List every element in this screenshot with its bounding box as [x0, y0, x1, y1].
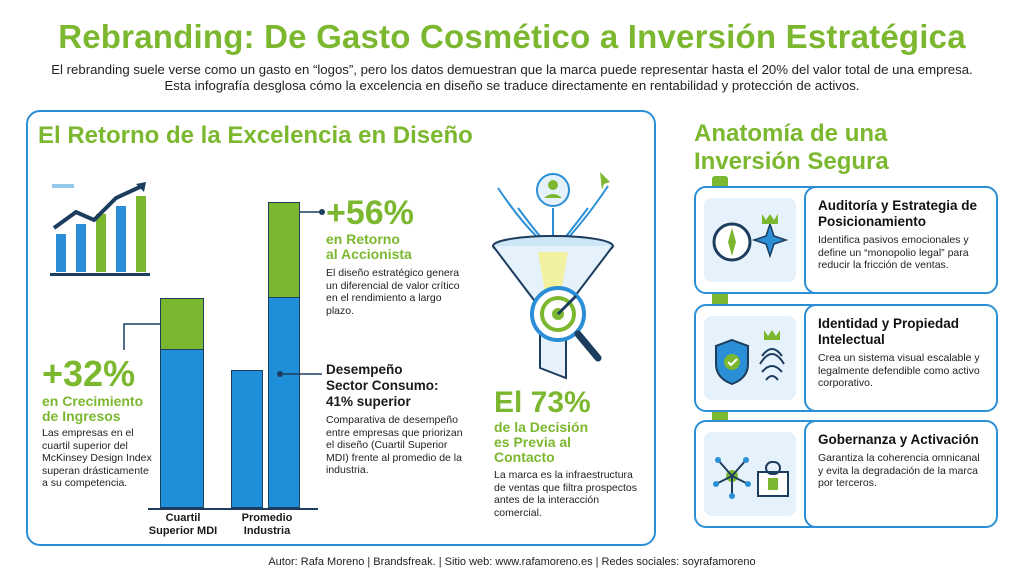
stat-consumer-desc: Comparativa de desempeño entre empresas …: [326, 414, 463, 476]
bar-label-industry-line1: Promedio: [241, 512, 293, 524]
card-identity-desc: Crea un sistema visual escalable y legal…: [818, 352, 980, 389]
bar-industry-blue: [231, 370, 263, 508]
stat-shareholder-return: +56% en Retorno al Accionista El diseño …: [326, 196, 464, 317]
shield-icon: [704, 316, 796, 400]
stat-revenue-growth: +32% en Crecimiento de Ingresos Las empr…: [42, 356, 154, 490]
bar-label-industry: Promedio Industria: [230, 512, 304, 538]
safe-investment-title-1: Anatomía de una: [694, 120, 888, 147]
safe-investment-title-2: Inversión Segura: [694, 148, 889, 175]
stat-decision-label-2: es Previa al: [494, 434, 572, 450]
bar-label-mdi-line1: Cuartil: [165, 512, 201, 524]
card-identity-content: Identidad y Propiedad Intelectual Crea u…: [804, 304, 998, 412]
stat-shareholder-label: en Retorno al Accionista: [326, 232, 464, 262]
stat-consumer-heading-2: Sector Consumo:: [326, 378, 439, 393]
subtitle-line-1: El rebranding suele verse como un gasto …: [51, 62, 973, 77]
chart-baseline: [148, 508, 318, 510]
stat-consumer-sector: Desempeño Sector Consumo: 41% superior C…: [326, 362, 466, 477]
network-lock-icon: [704, 432, 796, 516]
footer-credits: Autor: Rafa Moreno | Brandsfreak. | Siti…: [268, 556, 756, 568]
stat-decision-label-1: de la Decisión: [494, 419, 589, 435]
card-audit-strategy: Auditoría y Estrategia de Posicionamient…: [694, 186, 998, 294]
stat-consumer-heading-3: 41% superior: [326, 394, 411, 409]
bar-label-mdi: Cuartil Superior MDI: [146, 512, 220, 538]
bar-industry-tall-blue: [268, 298, 300, 508]
design-return-panel: El Retorno de la Excelencia en Diseño Cu…: [26, 110, 656, 546]
stat-decision-label: de la Decisión es Previa al Contacto: [494, 420, 644, 465]
stat-shareholder-label-2: al Accionista: [326, 246, 412, 262]
stat-revenue-label-2: de Ingresos: [42, 408, 121, 424]
card-governance: Gobernanza y Activación Garantiza la coh…: [694, 420, 998, 528]
sales-funnel-icon: [492, 172, 614, 380]
bar-mdi-blue: [160, 350, 204, 508]
stat-decision-label-3: Contacto: [494, 449, 555, 465]
growth-chart-icon: [50, 182, 150, 276]
bar-industry-tall-green: [268, 202, 300, 298]
card-governance-content: Gobernanza y Activación Garantiza la coh…: [804, 420, 998, 528]
stat-revenue-label-1: en Crecimiento: [42, 393, 144, 409]
bar-label-industry-line2: Industria: [243, 525, 291, 537]
safe-investment-title: Anatomía de una Inversión Segura: [694, 120, 889, 176]
stat-revenue-desc: Las empresas en el cuartil superior del …: [42, 427, 152, 489]
card-audit-content: Auditoría y Estrategia de Posicionamient…: [804, 186, 998, 294]
stat-consumer-heading-1: Desempeño: [326, 362, 403, 377]
stat-revenue-label: en Crecimiento de Ingresos: [42, 394, 154, 424]
stat-revenue-value: +32%: [42, 353, 136, 394]
subtitle-line-2: Esta infografía desglosa cómo la excelen…: [164, 78, 860, 93]
page-title: Rebranding: De Gasto Cosmético a Inversi…: [58, 18, 966, 55]
stat-pre-contact-decision: El 73% de la Decisión es Previa al Conta…: [494, 388, 644, 519]
card-audit-heading: Auditoría y Estrategia de Posicionamient…: [818, 198, 978, 229]
card-governance-desc: Garantiza la coherencia omnicanal y evit…: [818, 452, 980, 489]
stat-decision-value: El 73%: [494, 386, 591, 419]
compass-icon: [704, 198, 796, 282]
stat-shareholder-label-1: en Retorno: [326, 231, 400, 247]
card-audit-desc: Identifica pasivos emocionales y define …: [818, 234, 969, 271]
stat-consumer-heading: Desempeño Sector Consumo: 41% superior: [326, 362, 466, 410]
connector-lines: [123, 209, 325, 377]
page-subtitle: El rebranding suele verse como un gasto …: [40, 62, 984, 94]
card-identity-heading: Identidad y Propiedad Intelectual: [818, 316, 960, 347]
design-return-title: El Retorno de la Excelencia en Diseño: [38, 122, 473, 149]
bar-mdi-green: [160, 298, 204, 350]
stat-shareholder-value: +56%: [326, 194, 414, 232]
card-identity-ip: Identidad y Propiedad Intelectual Crea u…: [694, 304, 998, 412]
card-governance-heading: Gobernanza y Activación: [818, 432, 979, 447]
stat-shareholder-desc: El diseño estratégico genera un diferenc…: [326, 267, 460, 317]
stat-decision-desc: La marca es la infraestructura de ventas…: [494, 469, 638, 519]
bar-label-mdi-line2: Superior MDI: [148, 525, 218, 537]
